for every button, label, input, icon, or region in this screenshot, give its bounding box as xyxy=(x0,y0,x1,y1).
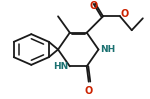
Text: HN: HN xyxy=(53,62,69,71)
Text: NH: NH xyxy=(100,46,115,54)
Text: O: O xyxy=(90,1,98,11)
Text: O: O xyxy=(85,86,93,96)
Text: O: O xyxy=(121,9,129,19)
